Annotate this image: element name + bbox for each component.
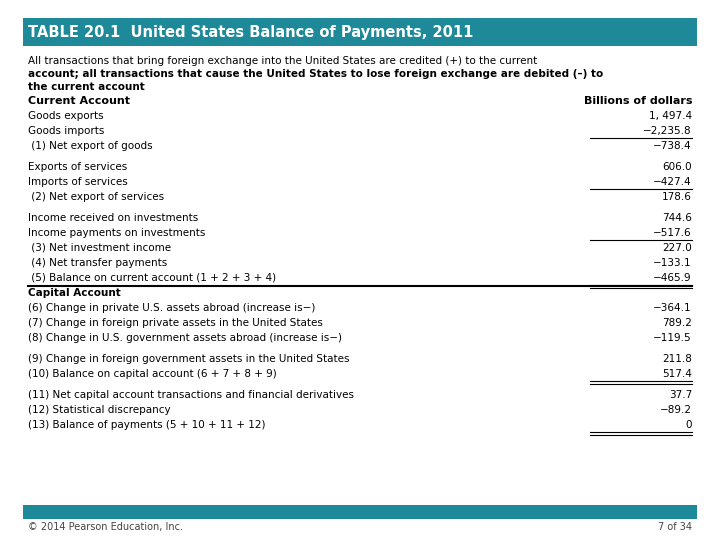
Text: 1, 497.4: 1, 497.4 <box>649 111 692 121</box>
Text: All transactions that bring foreign exchange into the United States are credited: All transactions that bring foreign exch… <box>28 56 537 66</box>
Text: 744.6: 744.6 <box>662 213 692 223</box>
Text: Income received on investments: Income received on investments <box>28 213 198 223</box>
Text: −364.1: −364.1 <box>653 303 692 313</box>
Text: −89.2: −89.2 <box>660 405 692 415</box>
Text: (13) Balance of payments (5 + 10 + 11 + 12): (13) Balance of payments (5 + 10 + 11 + … <box>28 420 266 430</box>
Text: (9) Change in foreign government assets in the United States: (9) Change in foreign government assets … <box>28 354 349 364</box>
Text: (6) Change in private U.S. assets abroad (increase is−): (6) Change in private U.S. assets abroad… <box>28 303 315 313</box>
Text: Current Account: Current Account <box>28 96 130 106</box>
Text: © 2014 Pearson Education, Inc.: © 2014 Pearson Education, Inc. <box>28 522 183 532</box>
Text: (12) Statistical discrepancy: (12) Statistical discrepancy <box>28 405 171 415</box>
Text: 0: 0 <box>685 420 692 430</box>
Text: 606.0: 606.0 <box>662 162 692 172</box>
Text: Capital Account: Capital Account <box>28 288 121 298</box>
Text: (5) Balance on current account (1 + 2 + 3 + 4): (5) Balance on current account (1 + 2 + … <box>28 273 276 283</box>
Text: account; all transactions that cause the United States to lose foreign exchange : account; all transactions that cause the… <box>28 69 603 79</box>
Text: (1) Net export of goods: (1) Net export of goods <box>28 141 153 151</box>
Text: Goods imports: Goods imports <box>28 126 104 136</box>
Text: 211.8: 211.8 <box>662 354 692 364</box>
Text: (11) Net capital account transactions and financial derivatives: (11) Net capital account transactions an… <box>28 390 354 400</box>
Text: the current account: the current account <box>28 82 145 92</box>
Text: 178.6: 178.6 <box>662 192 692 202</box>
Text: (10) Balance on capital account (6 + 7 + 8 + 9): (10) Balance on capital account (6 + 7 +… <box>28 369 276 379</box>
Text: (8) Change in U.S. government assets abroad (increase is−): (8) Change in U.S. government assets abr… <box>28 333 342 343</box>
Text: 789.2: 789.2 <box>662 318 692 328</box>
Text: Billions of dollars: Billions of dollars <box>583 96 692 106</box>
Text: −2,235.8: −2,235.8 <box>644 126 692 136</box>
Text: 7 of 34: 7 of 34 <box>658 522 692 532</box>
Text: TABLE 20.1  United States Balance of Payments, 2011: TABLE 20.1 United States Balance of Paym… <box>28 24 473 39</box>
Text: (2) Net export of services: (2) Net export of services <box>28 192 164 202</box>
Text: (7) Change in foreign private assets in the United States: (7) Change in foreign private assets in … <box>28 318 323 328</box>
Text: 37.7: 37.7 <box>669 390 692 400</box>
Text: 227.0: 227.0 <box>662 243 692 253</box>
Text: −517.6: −517.6 <box>653 228 692 238</box>
Text: Income payments on investments: Income payments on investments <box>28 228 205 238</box>
Text: −133.1: −133.1 <box>653 258 692 268</box>
Text: Imports of services: Imports of services <box>28 177 127 187</box>
Text: −738.4: −738.4 <box>653 141 692 151</box>
Text: −119.5: −119.5 <box>653 333 692 343</box>
Text: Exports of services: Exports of services <box>28 162 127 172</box>
Text: −427.4: −427.4 <box>653 177 692 187</box>
Text: (3) Net investment income: (3) Net investment income <box>28 243 171 253</box>
Text: 517.4: 517.4 <box>662 369 692 379</box>
Text: Goods exports: Goods exports <box>28 111 104 121</box>
Text: (4) Net transfer payments: (4) Net transfer payments <box>28 258 167 268</box>
Text: −465.9: −465.9 <box>653 273 692 283</box>
